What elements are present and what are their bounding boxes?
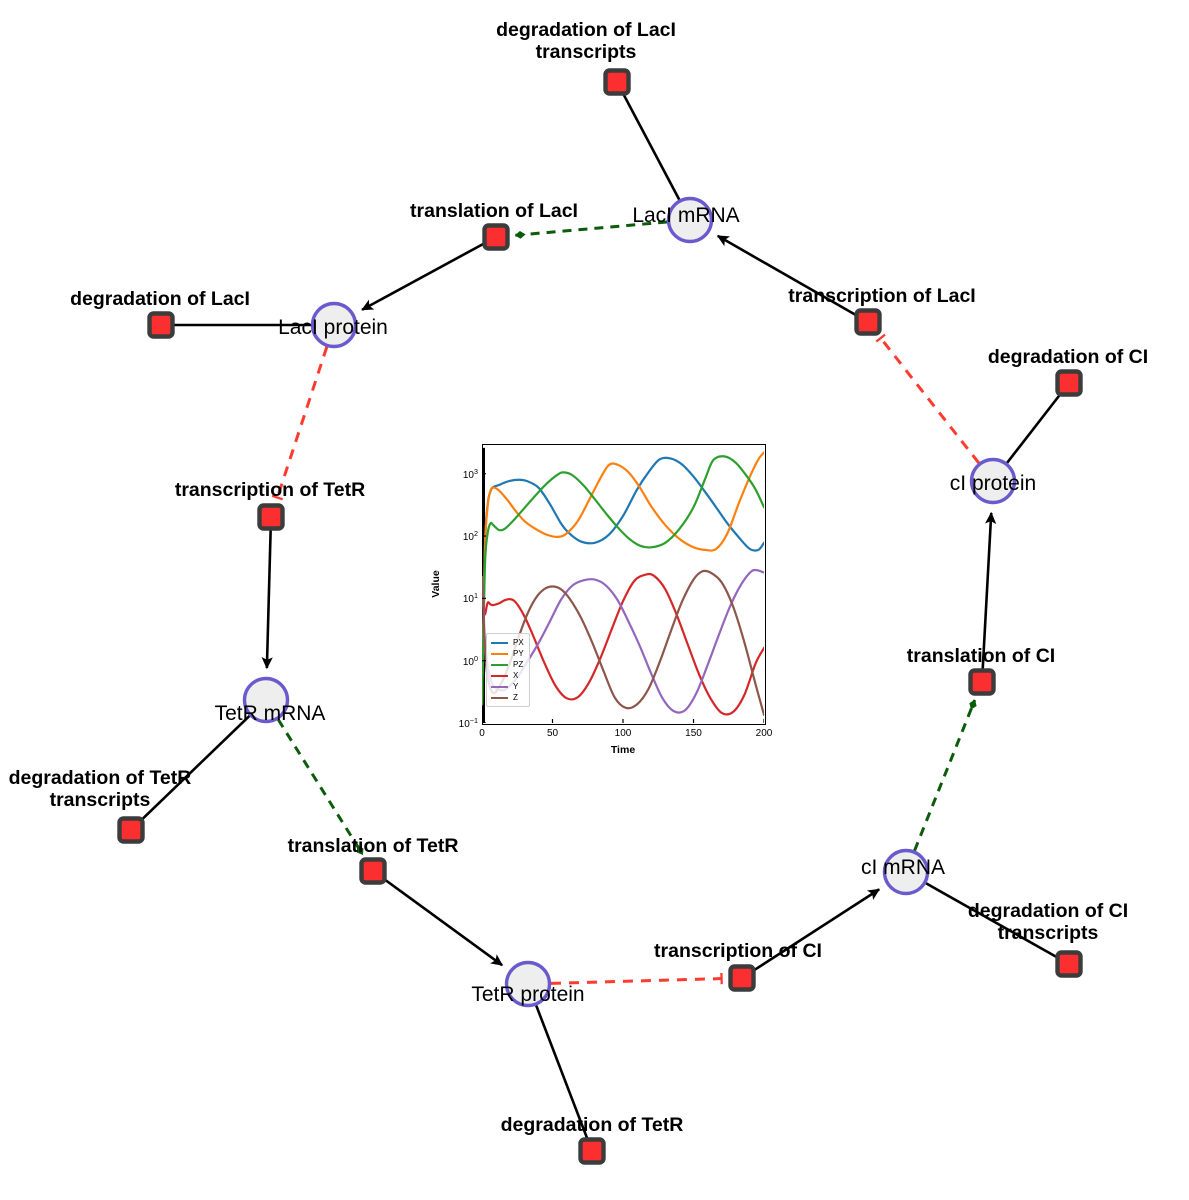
y-tick: 103 bbox=[462, 466, 478, 481]
legend-swatch bbox=[491, 696, 508, 699]
legend-swatch bbox=[491, 674, 508, 677]
species-label-tetR_prot: TetR protein bbox=[471, 983, 585, 1006]
edge-cI_mrna-to-deg_cI_tx bbox=[925, 882, 1059, 959]
legend-item-Z: Z bbox=[491, 692, 524, 703]
inset-timecourse-plot: Value Time 10−1 100 101 102 103 0 50 100 150 200… bbox=[420, 430, 780, 765]
reaction-node-deg_lacI_tx[interactable] bbox=[603, 68, 631, 96]
reaction-node-deg_tetR[interactable] bbox=[578, 1137, 606, 1165]
plot-legend: PX PY PZ X Y Z bbox=[486, 633, 530, 707]
y-tick: 101 bbox=[462, 591, 478, 606]
reaction-node-transl_tetR[interactable] bbox=[359, 857, 387, 885]
reaction-node-transl_cI[interactable] bbox=[968, 668, 996, 696]
y-tick: 100 bbox=[462, 653, 478, 668]
reaction-node-transcr_tetR[interactable] bbox=[257, 503, 285, 531]
edge-tetR_prot-to-deg_tetR bbox=[535, 1005, 589, 1140]
series-X bbox=[482, 572, 764, 716]
x-tick: 0 bbox=[479, 728, 485, 739]
species-node-tetR_mrna[interactable] bbox=[242, 676, 290, 724]
legend-label: PX bbox=[513, 637, 524, 647]
legend-item-PX: PX bbox=[491, 637, 524, 648]
edge-cI_prot-to-transcr_lacI bbox=[875, 333, 980, 464]
reaction-node-deg_tetR_tx[interactable] bbox=[117, 816, 145, 844]
edge-cI_prot-to-deg_cI bbox=[1006, 392, 1063, 464]
edge-transl_lacI-to-lacI_prot bbox=[361, 241, 486, 311]
species-node-lacI_prot[interactable] bbox=[310, 301, 358, 349]
legend-swatch bbox=[491, 663, 508, 666]
y-tick: 102 bbox=[462, 528, 478, 544]
y-axis-label: Value bbox=[430, 570, 442, 598]
edge-transcr_cI-to-cI_mrna bbox=[751, 888, 881, 973]
reaction-label-transl_lacI: translation of LacI bbox=[410, 200, 578, 223]
reaction-label-transl_cI: translation of CI bbox=[906, 645, 1056, 668]
species-node-lacI_mrna[interactable] bbox=[666, 196, 714, 244]
reaction-node-transcr_lacI[interactable] bbox=[854, 308, 882, 336]
edge-transl_tetR-to-tetR_prot bbox=[382, 877, 504, 967]
edge-transcr_lacI-to-lacI_mrna bbox=[716, 234, 858, 317]
edge-lacI_mrna-to-deg_lacI_tx bbox=[621, 92, 681, 201]
edge-cI_mrna-to-transl_cI bbox=[913, 699, 977, 852]
species-label-cI_prot: cI protein bbox=[949, 472, 1037, 495]
legend-label: Z bbox=[513, 692, 518, 702]
species-label-lacI_mrna: LacI mRNA bbox=[632, 204, 740, 227]
reaction-node-transcr_cI[interactable] bbox=[728, 964, 756, 992]
species-node-cI_mrna[interactable] bbox=[882, 848, 930, 896]
legend-item-X: X bbox=[491, 670, 524, 681]
legend-label: PZ bbox=[513, 659, 524, 669]
reaction-label-deg_lacI: degradation of LacI bbox=[70, 288, 250, 311]
species-label-cI_mrna: cI mRNA bbox=[861, 856, 945, 879]
y-tick: 10−1 bbox=[458, 715, 478, 731]
legend-swatch bbox=[491, 652, 508, 655]
edge-tetR_mrna-to-deg_tetR_tx bbox=[139, 715, 251, 823]
x-tick: 150 bbox=[685, 728, 702, 739]
legend-swatch bbox=[491, 641, 508, 644]
series-PX bbox=[482, 456, 764, 706]
x-tick: 50 bbox=[546, 728, 559, 739]
reaction-label-deg_cI: degradation of CI bbox=[987, 346, 1149, 369]
reaction-label-transcr_tetR: transcription of TetR bbox=[174, 479, 366, 502]
legend-label: PY bbox=[513, 648, 524, 658]
reaction-label-transl_tetR: translation of TetR bbox=[287, 835, 459, 858]
reaction-node-deg_lacI[interactable] bbox=[147, 311, 175, 339]
reaction-label-deg_lacI_tx: degradation of LacI transcripts bbox=[496, 19, 676, 63]
x-axis-label: Time bbox=[610, 744, 636, 756]
species-node-tetR_prot[interactable] bbox=[504, 960, 552, 1008]
series-PZ bbox=[482, 455, 764, 706]
reaction-node-deg_cI[interactable] bbox=[1055, 369, 1083, 397]
reaction-label-deg_cI_tx: degradation of CI transcripts bbox=[967, 900, 1129, 944]
reaction-node-deg_cI_tx[interactable] bbox=[1055, 950, 1083, 978]
legend-label: X bbox=[513, 670, 519, 680]
legend-item-PZ: PZ bbox=[491, 659, 524, 670]
edge-transl_cI-to-cI_prot bbox=[981, 511, 997, 670]
edge-lacI_prot-to-transcr_tetR bbox=[271, 346, 329, 501]
edge-tetR_mrna-to-transl_tetR bbox=[276, 718, 364, 856]
legend-item-Y: Y bbox=[491, 681, 524, 692]
edge-transcr_tetR-to-tetR_mrna bbox=[261, 529, 273, 670]
species-node-cI_prot[interactable] bbox=[969, 457, 1017, 505]
reaction-label-deg_tetR_tx: degradation of TetR transcripts bbox=[8, 767, 192, 811]
reaction-label-transcr_lacI: transcription of LacI bbox=[788, 285, 976, 308]
series-PY bbox=[482, 451, 764, 706]
legend-swatch bbox=[491, 685, 508, 688]
x-tick: 100 bbox=[614, 728, 632, 739]
reaction-label-transcr_cI: transcription of CI bbox=[654, 940, 822, 963]
species-label-lacI_prot: LacI protein bbox=[278, 316, 388, 339]
x-tick: 200 bbox=[755, 728, 773, 739]
reaction-node-transl_lacI[interactable] bbox=[482, 223, 510, 251]
legend-label: Y bbox=[513, 681, 519, 691]
species-label-tetR_mrna: TetR mRNA bbox=[214, 702, 326, 725]
reaction-label-deg_tetR: degradation of TetR bbox=[500, 1114, 684, 1137]
legend-item-PY: PY bbox=[491, 648, 524, 659]
